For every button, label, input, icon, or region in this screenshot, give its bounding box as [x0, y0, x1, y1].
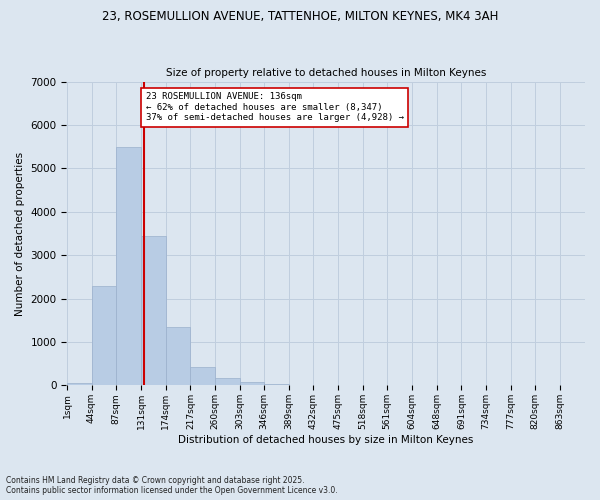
- Bar: [239, 382, 264, 386]
- X-axis label: Distribution of detached houses by size in Milton Keynes: Distribution of detached houses by size …: [178, 435, 473, 445]
- Text: 23 ROSEMULLION AVENUE: 136sqm
← 62% of detached houses are smaller (8,347)
37% o: 23 ROSEMULLION AVENUE: 136sqm ← 62% of d…: [146, 92, 404, 122]
- Text: Contains HM Land Registry data © Crown copyright and database right 2025.
Contai: Contains HM Land Registry data © Crown c…: [6, 476, 338, 495]
- Bar: [92, 286, 116, 386]
- Text: 23, ROSEMULLION AVENUE, TATTENHOE, MILTON KEYNES, MK4 3AH: 23, ROSEMULLION AVENUE, TATTENHOE, MILTO…: [102, 10, 498, 23]
- Bar: [166, 327, 190, 386]
- Bar: [264, 384, 289, 386]
- Bar: [190, 367, 215, 386]
- Bar: [116, 146, 141, 386]
- Title: Size of property relative to detached houses in Milton Keynes: Size of property relative to detached ho…: [166, 68, 486, 78]
- Bar: [142, 236, 166, 386]
- Bar: [215, 378, 239, 386]
- Y-axis label: Number of detached properties: Number of detached properties: [15, 152, 25, 316]
- Bar: [67, 384, 92, 386]
